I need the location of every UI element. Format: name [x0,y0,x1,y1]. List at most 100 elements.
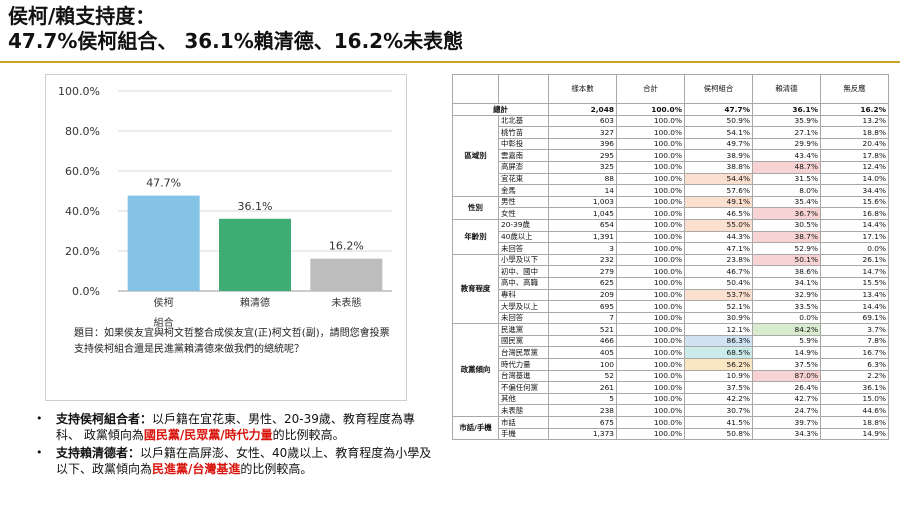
row-label: 未表態 [498,404,549,418]
cell-sample-size: 405 [548,346,617,360]
cell-total: 100.0% [616,149,685,162]
cell-lai: 37.5% [752,358,821,371]
cell-hou-ko: 30.7% [684,404,753,418]
header-category [498,74,549,104]
cell-total: 100.0% [616,265,685,278]
bullet-lead: 支持賴清德者： [56,446,141,460]
cell-lai: 50.1% [752,253,821,267]
cell-hou-ko: 23.8% [684,253,753,267]
cell-lai: 33.5% [752,300,821,313]
cell-lai: 14.9% [752,346,821,360]
table-row: 台灣民眾黨 405 100.0% 68.5% 14.9% 16.7% [453,346,889,360]
cell-sample-size: 1,373 [548,427,617,441]
cell-lai: 0.0% [752,311,821,325]
cell-total: 100.0% [616,381,685,394]
cell-no-response: 3.7% [820,323,889,336]
cell-sample-size: 238 [548,404,617,418]
cell-no-response: 6.3% [820,358,889,371]
cell-hou-ko: 49.1% [684,195,753,209]
y-tick-label: 20.0% [65,245,100,258]
cell-total: 100.0% [616,392,685,406]
cell-no-response: 17.8% [820,149,889,162]
cell-no-response: 15.5% [820,276,889,290]
cell-lai: 27.1% [752,126,821,139]
table-row: 政黨傾向 民進黨 521 100.0% 12.1% 84.2% 3.7% [452,323,889,418]
cell-hou-ko: 41.5% [684,416,753,429]
cell-no-response: 16.2% [820,103,889,116]
bullet-hou-ko-supporters: • 支持侯柯組合者：以戶籍在宜花東、男性、20-39歲、教育程度為專科、 政黨傾… [36,411,436,443]
row-label: 專科 [498,288,549,302]
bar [127,195,200,291]
cell-sample-size: 295 [548,149,617,162]
cell-sample-size: 625 [548,276,617,290]
cell-no-response: 34.4% [820,184,889,197]
cell-hou-ko: 50.9% [684,114,753,128]
cell-lai: 34.1% [752,276,821,290]
cell-sample-size: 279 [548,265,617,278]
table-row: 雲嘉南 295 100.0% 38.9% 43.4% 17.8% [453,149,889,162]
cell-no-response: 14.9% [820,427,889,441]
table-row: 市話/手機 市話 675 100.0% 41.5% 39.7% 18.8% [452,416,889,441]
bullet-run: 以戶籍在高屏澎、女性、40歲以上、教育程度為小學及以下、政黨傾向為 [56,446,432,476]
cell-lai: 87.0% [752,369,821,383]
cell-sample-size: 1,003 [548,195,617,209]
cell-sample-size: 232 [548,253,617,267]
table-row: 高屏澎 325 100.0% 38.8% 48.7% 12.4% [453,160,889,174]
cell-no-response: 69.1% [820,311,889,325]
row-label: 國民黨 [498,334,549,348]
header-total: 合計 [616,74,685,104]
cell-no-response: 14.4% [820,218,889,232]
cell-sample-size: 261 [548,381,617,394]
cell-no-response: 14.4% [820,300,889,313]
cell-no-response: 13.2% [820,114,889,128]
table-row: 未表態 238 100.0% 30.7% 24.7% 44.6% [453,404,889,418]
cell-total: 100.0% [616,172,685,186]
row-label: 雲嘉南 [498,149,549,162]
cell-lai: 31.5% [752,172,821,186]
cell-lai: 30.5% [752,218,821,232]
cell-lai: 36.1% [752,103,821,116]
row-group-label: 性別 [452,195,499,220]
row-label: 其他 [498,392,549,406]
cell-hou-ko: 50.4% [684,276,753,290]
cell-hou-ko: 53.7% [684,288,753,302]
cell-hou-ko: 54.1% [684,126,753,139]
row-label: 大學及以上 [498,300,549,313]
table-row: 不偏任何黨 261 100.0% 37.5% 26.4% 36.1% [453,381,889,394]
cell-hou-ko: 47.7% [684,103,753,116]
cell-hou-ko: 38.9% [684,149,753,162]
cell-lai: 35.4% [752,195,821,209]
row-label: 小學及以下 [498,253,549,267]
cell-sample-size: 14 [548,184,617,197]
cell-sample-size: 52 [548,369,617,383]
bullet-lai-supporters: • 支持賴清德者：以戶籍在高屏澎、女性、40歲以上、教育程度為小學及以下、政黨傾… [36,445,436,477]
x-tick-label: 賴清德 [240,296,270,309]
cell-no-response: 44.6% [820,404,889,418]
title-divider [0,61,900,63]
cell-total: 100.0% [616,160,685,174]
cell-total: 100.0% [616,230,685,244]
cell-total: 100.0% [616,346,685,360]
cell-lai: 8.0% [752,184,821,197]
cell-hou-ko: 68.5% [684,346,753,360]
row-label-total: 總計 [452,103,549,116]
y-tick-label: 40.0% [65,205,100,218]
cell-lai: 34.3% [752,427,821,441]
header-sample-size: 樣本數 [548,74,617,104]
cell-hou-ko: 57.6% [684,184,753,197]
header-hou-ko: 侯柯組合 [684,74,753,104]
row-group-label: 區域別 [452,114,499,197]
summary-bullets: • 支持侯柯組合者：以戶籍在宜花東、男性、20-39歲、教育程度為專科、 政黨傾… [36,411,436,479]
cell-sample-size: 7 [548,311,617,325]
cell-no-response: 0.0% [820,242,889,255]
row-label: 女性 [498,207,549,220]
row-label: 北北基 [498,114,549,128]
y-tick-label: 80.0% [65,125,100,138]
table-row: 區域別 北北基 603 100.0% 50.9% 35.9% 13.2% [452,114,889,197]
cell-sample-size: 88 [548,172,617,186]
cell-total: 100.0% [616,195,685,209]
header-no-response: 無反應 [820,74,889,104]
header-corner [452,74,499,104]
bullet-dot-icon: • [36,412,43,425]
table-row-total: 總計 2,048 100.0% 47.7% 36.1% 16.2% [452,103,889,116]
